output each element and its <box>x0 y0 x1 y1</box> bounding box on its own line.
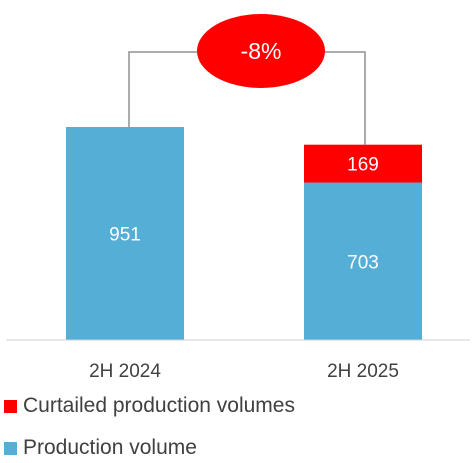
legend-item-curtailed: Curtailed production volumes <box>4 394 295 418</box>
change-bubble <box>197 14 325 88</box>
bar-production-0 <box>66 127 184 340</box>
legend-label-production: Production volume <box>23 436 197 459</box>
legend-swatch-curtailed <box>4 399 17 413</box>
change-label: -8% <box>241 38 282 64</box>
tick-label-0: 2H 2024 <box>89 361 161 382</box>
data-label-production-1: 703 <box>347 252 379 273</box>
legend-label-curtailed: Curtailed production volumes <box>23 394 295 417</box>
bar-production-1 <box>304 182 422 340</box>
legend-swatch-production <box>4 441 17 455</box>
legend-item-production: Production volume <box>4 436 197 460</box>
data-label-curtailed-1: 169 <box>347 155 379 176</box>
tick-label-1: 2H 2025 <box>327 361 399 382</box>
data-label-production-0: 951 <box>109 225 141 246</box>
bar-curtailed-1 <box>304 144 422 183</box>
